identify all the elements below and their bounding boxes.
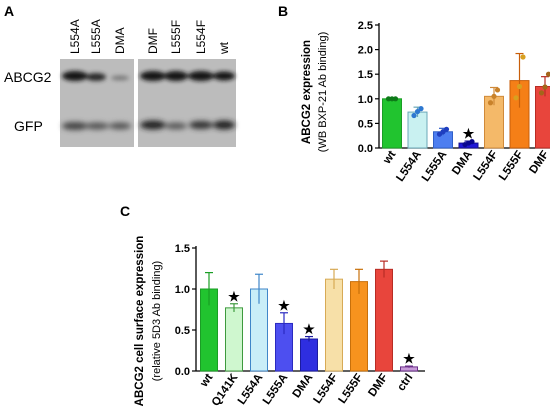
band-gfp-dmf xyxy=(140,120,166,130)
chart-c-ylabel: ABCG2 cell surface expression xyxy=(134,236,146,407)
panel-c-label: C xyxy=(120,203,130,219)
band-gfp-l555f xyxy=(165,122,187,130)
abcg2-bands xyxy=(62,71,235,81)
gfp-bands xyxy=(62,120,235,130)
band-gfp-l554a xyxy=(62,122,88,130)
lane-label-l554f: L554F xyxy=(194,20,208,54)
chart-b: ABCG2 expression (WB BXP-21 Ab binding) … xyxy=(301,20,550,184)
band-abcg2-l555a xyxy=(86,73,106,81)
category-label-wt: wt xyxy=(198,372,216,390)
data-point-l555a xyxy=(443,126,450,132)
category-label-wt: wt xyxy=(381,149,399,167)
chart-b-ylabel-2: (WB BXP-21 Ab binding) xyxy=(317,32,329,152)
category-label-dma: DMA xyxy=(291,372,316,400)
bar-l554f xyxy=(325,278,343,372)
western-blot: L554A L555A DMA DMF L555F L554F wt ABCG2 GFP xyxy=(4,19,236,147)
y-tick-label: 1.0 xyxy=(358,94,373,106)
category-label-dmf: DMF xyxy=(527,149,550,176)
data-point-dmf xyxy=(545,71,550,77)
y-tick-label: 1.5 xyxy=(175,243,190,255)
y-tick-label: 0.5 xyxy=(358,118,373,130)
data-point-l554f xyxy=(487,100,494,106)
chart-c: ABCG2 cell surface expression (relative … xyxy=(134,236,425,409)
category-label-ctrl: ctrl xyxy=(395,372,415,394)
bar-dma xyxy=(300,338,318,372)
significance-star-ctrl: ★ xyxy=(403,351,415,366)
bar-l554a xyxy=(407,111,428,149)
data-point-wt xyxy=(392,96,399,102)
data-point-l554a xyxy=(418,106,424,112)
lane-labels-right: DMF L555F L554F wt xyxy=(146,20,231,55)
chart-c-ylabel-2: (relative 5D3 Ab binding) xyxy=(151,261,163,381)
y-tick-label: 0.0 xyxy=(358,143,373,155)
bar-q141k xyxy=(225,307,243,372)
data-point-l554a xyxy=(411,112,417,119)
lane-labels-left: L554A L555A DMA xyxy=(68,19,127,54)
y-tick-label: 2.0 xyxy=(358,45,373,57)
band-abcg2-l554a xyxy=(62,71,88,81)
band-gfp-dma xyxy=(109,122,131,130)
panel-a-label: A xyxy=(4,3,14,19)
category-label-l554f: L554F xyxy=(312,372,341,406)
lane-label-dmf: DMF xyxy=(146,28,160,54)
category-label-l555f: L555F xyxy=(497,149,526,183)
data-point-dmf xyxy=(538,90,545,96)
y-tick-label: 2.5 xyxy=(358,20,373,32)
category-label-dma: DMA xyxy=(450,149,475,177)
significance-star-q141k: ★ xyxy=(228,289,240,304)
panel-b-label: B xyxy=(278,3,288,19)
data-point-l554f xyxy=(494,87,501,93)
band-abcg2-wt xyxy=(213,71,235,81)
bar-wt xyxy=(382,98,402,149)
band-abcg2-l554f xyxy=(188,71,214,81)
lane-label-wt: wt xyxy=(217,41,231,55)
lane-label-l555f: L555F xyxy=(169,20,183,54)
data-point-l555f xyxy=(520,54,526,60)
category-label-dmf: DMF xyxy=(366,372,390,399)
lane-label-l555a: L555A xyxy=(89,19,103,54)
lane-label-l554a: L554A xyxy=(68,19,82,54)
category-label-l555a: L555A xyxy=(420,149,450,184)
y-tick-label: 1.0 xyxy=(175,284,190,296)
y-tick-label: 0.5 xyxy=(175,325,190,337)
data-point-l555f xyxy=(516,83,523,90)
row-label-gfp: GFP xyxy=(14,118,43,134)
significance-star-dma: ★ xyxy=(303,322,315,337)
significance-star-dma: ★ xyxy=(463,126,475,141)
category-label-l554a: L554A xyxy=(394,149,424,184)
band-gfp-wt xyxy=(213,120,235,130)
y-tick-label: 1.5 xyxy=(358,69,373,81)
data-point-dmf xyxy=(542,84,548,90)
data-point-l555f xyxy=(513,95,519,101)
data-point-dma xyxy=(469,139,475,145)
band-gfp-l554f xyxy=(189,121,213,129)
bar-l555f xyxy=(350,281,368,372)
band-abcg2-dmf xyxy=(140,71,166,81)
bar-dmf xyxy=(535,86,550,149)
chart-b-ylabel: ABCG2 expression xyxy=(301,40,313,144)
bar-dmf xyxy=(375,268,393,372)
y-tick-label: 0.0 xyxy=(175,366,190,378)
significance-star-l555a: ★ xyxy=(278,298,290,313)
data-point-l554f xyxy=(491,93,497,99)
band-abcg2-dma xyxy=(111,75,129,81)
band-gfp-l555a xyxy=(85,122,109,130)
band-abcg2-l555f xyxy=(164,71,188,81)
category-label-l554a: L554A xyxy=(236,372,266,407)
category-label-l555f: L555F xyxy=(337,372,366,406)
category-label-q141k: Q141K xyxy=(210,371,241,408)
data-point-l554a xyxy=(414,108,421,115)
row-label-abcg2: ABCG2 xyxy=(4,69,52,85)
category-label-l554f: L554F xyxy=(472,149,501,183)
lane-label-dma: DMA xyxy=(113,27,127,54)
category-label-l555a: L555A xyxy=(261,372,291,407)
